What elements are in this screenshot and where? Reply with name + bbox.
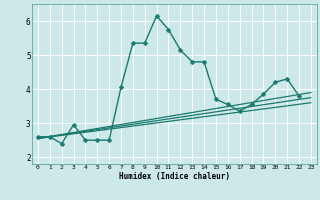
X-axis label: Humidex (Indice chaleur): Humidex (Indice chaleur)	[119, 172, 230, 181]
